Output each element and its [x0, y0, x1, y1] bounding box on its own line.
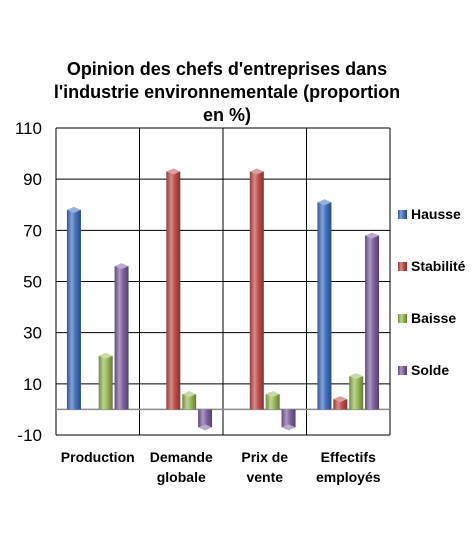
legend: Hausse Stabilité Baisse Solde — [398, 206, 466, 378]
legend-swatch — [398, 314, 407, 323]
y-tick-label: 110 — [15, 119, 42, 138]
bar-solde — [365, 232, 380, 410]
y-tick-label: 90 — [23, 170, 42, 189]
legend-item-hausse: Hausse — [398, 206, 461, 222]
bar-body — [166, 171, 181, 410]
chart-title-line-1: Opinion des chefs d'entreprises dans — [67, 59, 387, 79]
bar-solde — [114, 263, 129, 410]
bar-body — [66, 209, 81, 410]
bar-baisse — [98, 352, 113, 410]
bar-cap — [166, 168, 181, 175]
bar-cap — [333, 396, 348, 403]
bar-body — [281, 409, 296, 428]
y-tick-label: 10 — [23, 375, 42, 394]
y-tick-label: 30 — [23, 324, 42, 343]
x-category-label: Demande — [150, 449, 213, 465]
legend-item-solde: Solde — [398, 362, 449, 378]
x-category-label: Effectifs — [321, 449, 376, 465]
legend-swatch — [398, 262, 407, 271]
bar-body — [265, 394, 280, 410]
plot-area: 110 90 70 50 30 10 -10 Production Demande globale… — [15, 119, 391, 485]
bar-stabilité — [249, 168, 264, 410]
legend-item-baisse: Baisse — [398, 310, 456, 326]
bar-stabilité — [166, 168, 181, 410]
bar-cap — [198, 424, 213, 431]
bar-hausse — [66, 206, 81, 410]
bar-hausse — [317, 199, 332, 410]
legend-item-stabilité: Stabilité — [398, 258, 466, 274]
chart-title: Opinion des chefs d'entreprises dans l'i… — [54, 59, 400, 125]
bar-body — [333, 399, 348, 410]
bar-body — [114, 266, 129, 410]
bar-cap — [249, 168, 264, 175]
bar-cap — [182, 391, 197, 398]
legend-label: Hausse — [411, 206, 461, 222]
bar-cap — [365, 232, 380, 239]
bar-solde — [281, 409, 296, 431]
legend-swatch — [398, 210, 407, 219]
bar-solde — [198, 409, 213, 431]
bar-body — [98, 355, 113, 410]
bar-cap — [66, 206, 81, 213]
bar-baisse — [182, 391, 197, 410]
chart-title-line-2: l'industrie environnementale (proportion — [54, 82, 400, 102]
bar-body — [317, 202, 332, 410]
y-tick-label: 70 — [23, 221, 42, 240]
legend-label: Stabilité — [411, 258, 466, 274]
bar-body — [365, 235, 380, 410]
bar-baisse — [349, 373, 364, 410]
bar-body — [198, 409, 213, 428]
bar-baisse — [265, 391, 280, 410]
bar-cap — [349, 373, 364, 380]
legend-swatch — [398, 366, 407, 375]
bar-cap — [281, 424, 296, 431]
x-category-label: employés — [316, 469, 381, 485]
x-category-label: globale — [157, 469, 206, 485]
legend-label: Solde — [411, 362, 449, 378]
bar-cap — [98, 352, 113, 359]
bar-cap — [265, 391, 280, 398]
y-tick-label: -10 — [17, 426, 42, 445]
bar-body — [249, 171, 264, 410]
x-category-label: Production — [61, 449, 135, 465]
x-category-label: Prix de — [241, 449, 288, 465]
bar-cap — [114, 263, 129, 270]
bar-stabilité — [333, 396, 348, 410]
chart-title-line-3: en %) — [203, 105, 251, 125]
bar-body — [182, 394, 197, 410]
x-category-label: vente — [246, 469, 283, 485]
y-tick-label: 50 — [23, 273, 42, 292]
bar-body — [349, 376, 364, 410]
bar-cap — [317, 199, 332, 206]
legend-label: Baisse — [411, 310, 456, 326]
